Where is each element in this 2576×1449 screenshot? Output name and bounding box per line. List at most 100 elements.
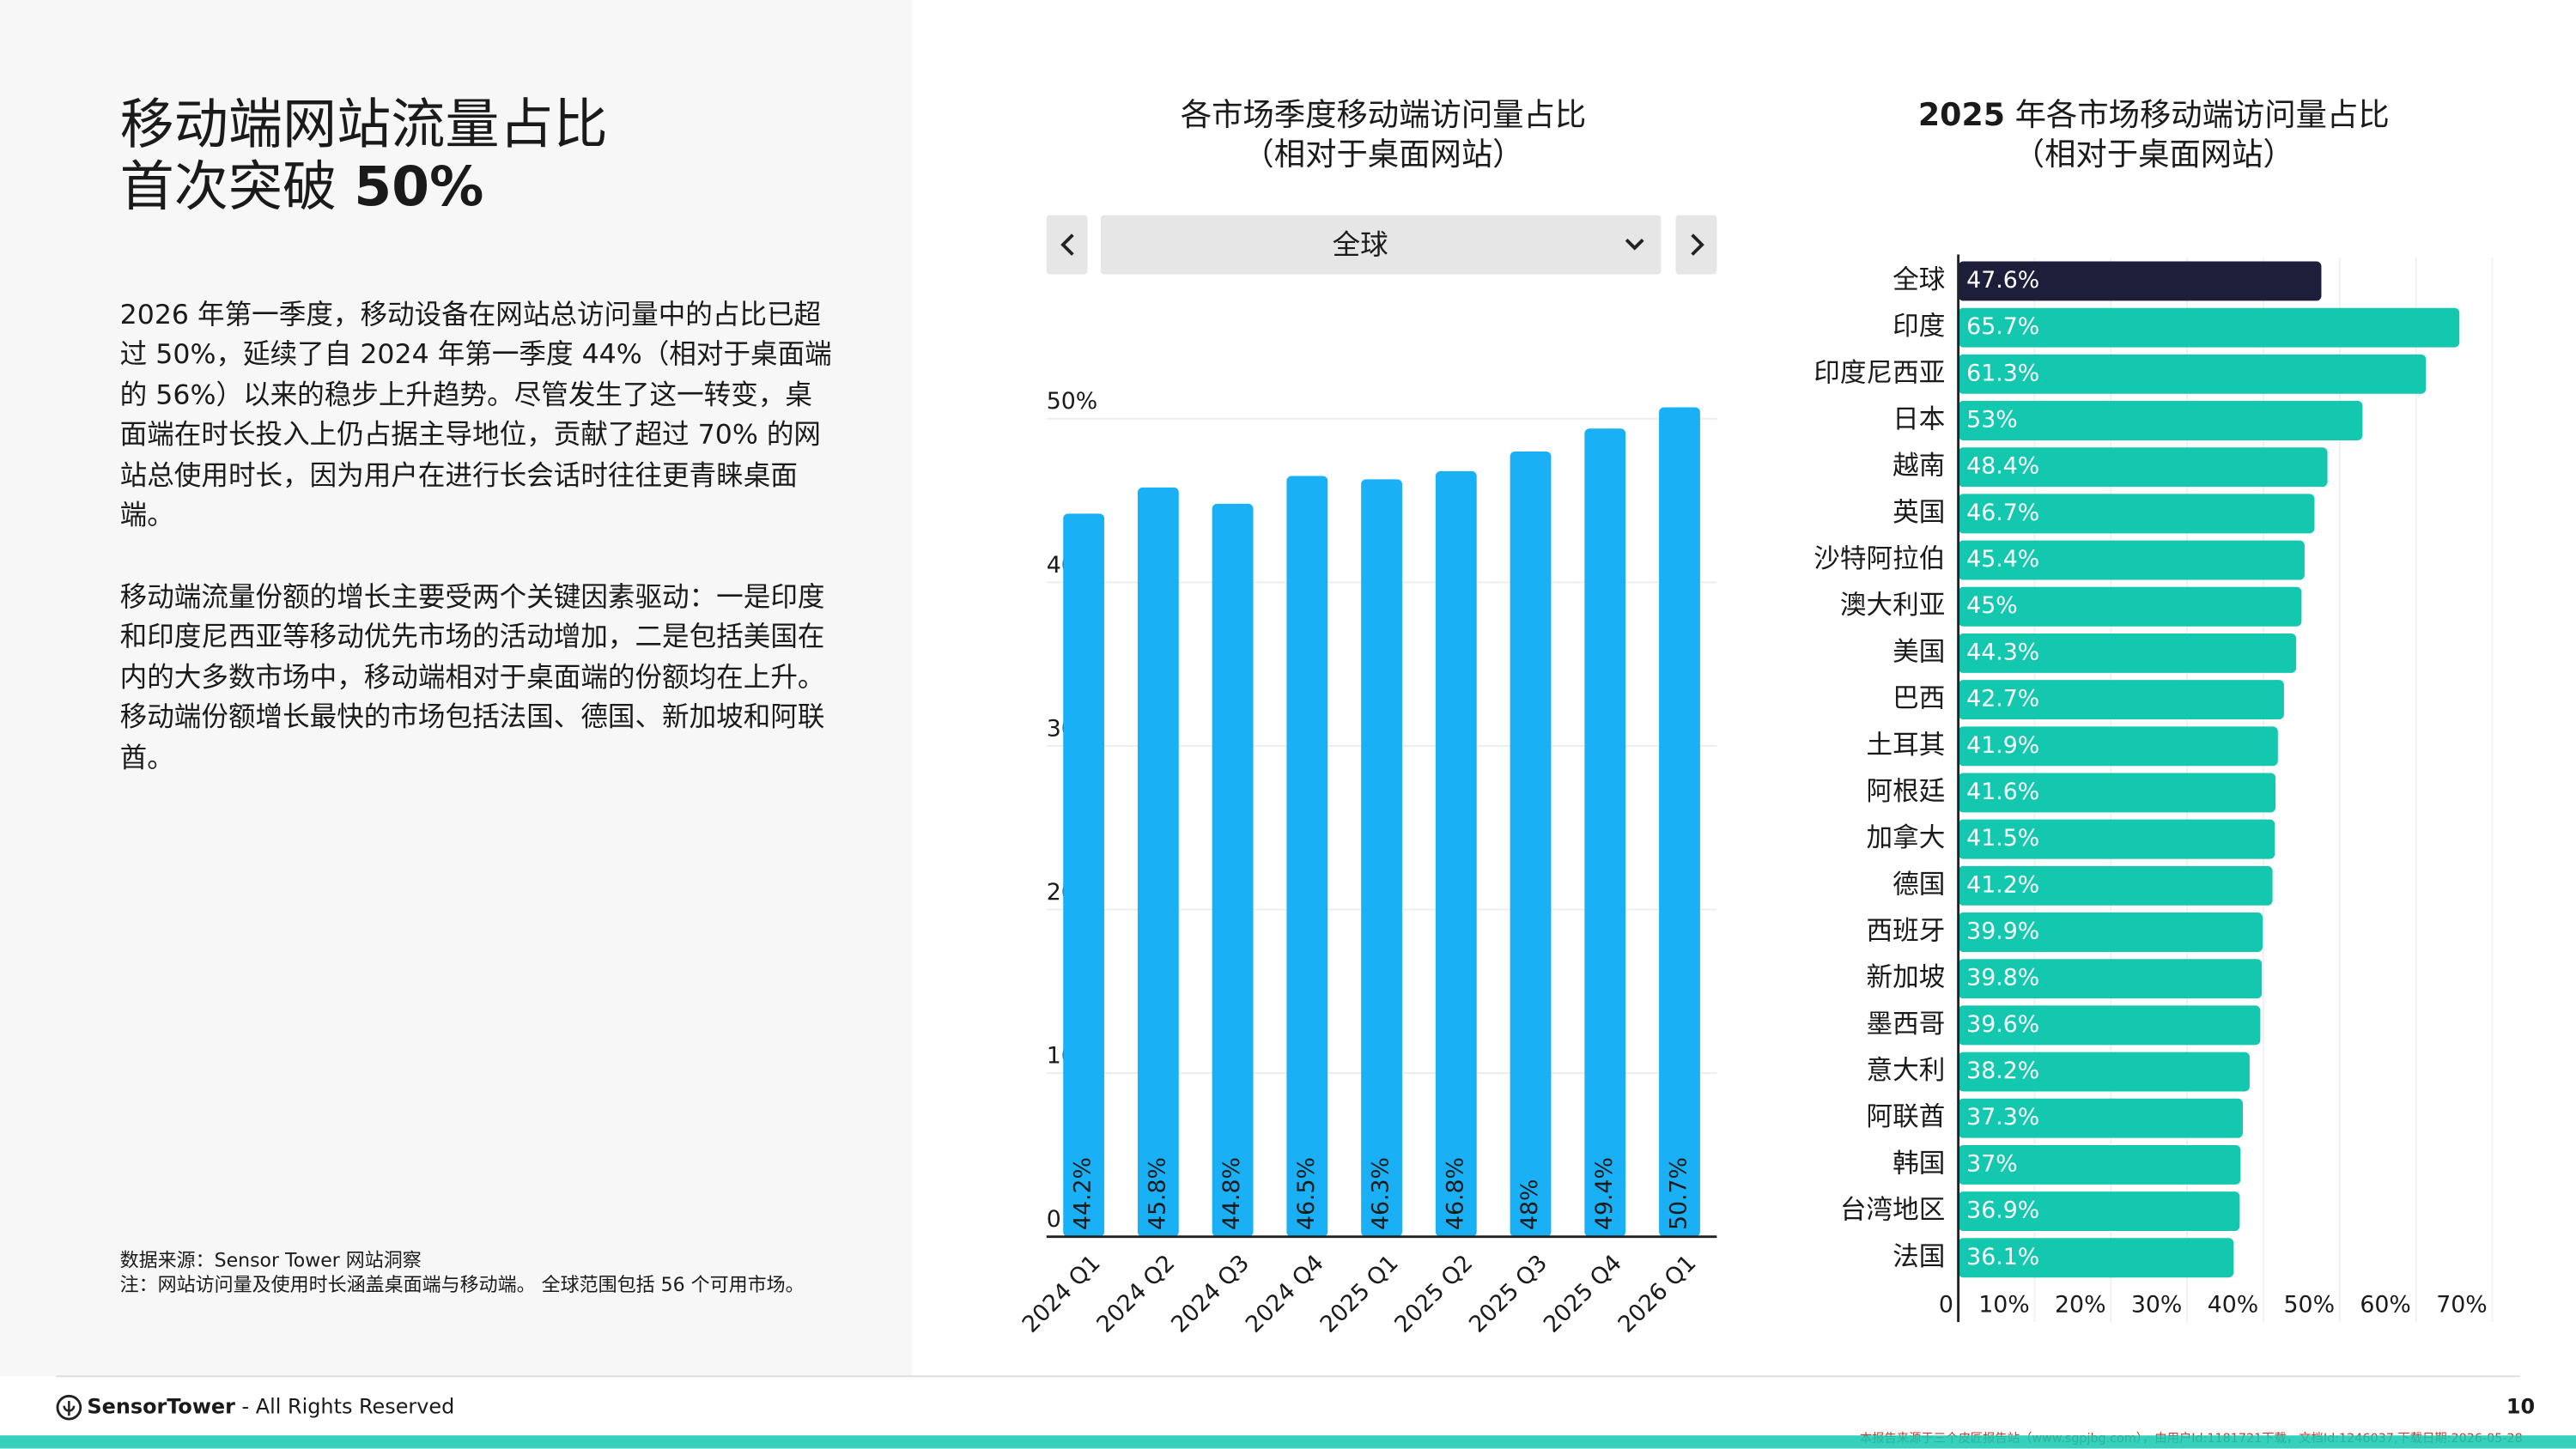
value-label: 45% [1966,592,2018,619]
bar [1510,451,1552,1237]
bar [1958,261,2322,301]
y-tick-label: 澳大利亚 [1840,591,1945,621]
next-icon [1691,233,1704,256]
value-label: 44.2% [1070,1157,1097,1230]
y-tick-label: 0 [1047,1206,1061,1233]
bar [1958,1191,2240,1232]
value-label: 48.4% [1966,453,2039,480]
footer-bar [0,1435,2576,1449]
rights: - All Rights Reserved [235,1395,454,1419]
value-label: 41.2% [1966,871,2039,898]
y-tick-label: 土耳其 [1866,731,1945,761]
y-tick-label: 西班牙 [1866,916,1945,946]
y-tick-label: 美国 [1893,637,1945,667]
value-label: 47.6% [1966,267,2039,294]
logo [56,1394,82,1421]
x-tick-label: 30% [2131,1292,2183,1319]
x-tick-label: 2024 Q1 [1018,1250,1106,1338]
bar [1958,1098,2243,1138]
bar [1958,447,2328,488]
paragraph: 移动端流量份额的增长主要受两个关键因素驱动：一是印度和印度尼西亚等移动优先市场的… [119,581,825,773]
value-label: 41.5% [1966,825,2039,852]
value-label: 36.1% [1966,1244,2039,1270]
bar [1958,773,2276,813]
chart-title-text: 年各市场移动端访问量占比 [2005,96,2390,133]
source-line: 数据来源：Sensor Tower 网站洞察 [120,1250,422,1271]
y-tick-label: 法国 [1893,1242,1945,1272]
title: 首次突破 50% [120,155,484,218]
value-label: 37% [1966,1150,2018,1177]
y-tick-label: 越南 [1893,452,1945,482]
bar [1958,354,2427,394]
value-label: 45.4% [1966,546,2039,573]
source-line: 注：网站访问量及使用时长涵盖桌面端与移动端。 全球范围包括 56 个可用市场。 [120,1275,805,1296]
bar [1958,959,2263,999]
x-tick-label: 2025 Q3 [1464,1250,1552,1338]
y-tick-label: 巴西 [1893,684,1945,714]
value-label: 37.3% [1966,1104,2039,1131]
paragraph: 2026 年第一季度，移动设备在网站总访问量中的占比已超过 50%，延续了自 2… [119,299,832,531]
bar [1958,1144,2241,1185]
bar [1137,487,1179,1237]
value-label: 49.4% [1591,1157,1618,1230]
next-button[interactable] [1675,215,1717,275]
title-text: 首次突破 [120,155,355,218]
y-tick-label: 日本 [1893,405,1945,435]
bar [1063,513,1105,1237]
bar [1958,912,2263,952]
y-tick-label: 新加坡 [1866,963,1945,993]
title-bold: 50% [354,155,483,218]
bar [1958,680,2284,720]
value-label: 50.7% [1665,1157,1692,1230]
value-label: 41.9% [1966,732,2039,759]
y-tick-label: 50% [1047,388,1097,415]
value-label: 42.7% [1966,686,2039,712]
market-dropdown[interactable] [1100,215,1662,275]
chart-subtitle: （相对于桌面网站） [2014,136,2294,173]
bar [1584,428,1626,1237]
value-label: 39.9% [1966,918,2039,944]
value-label: 53% [1966,407,2018,433]
dropdown-icon [1625,238,1644,251]
value-label: 61.3% [1966,360,2039,386]
x-tick-label: 2026 Q1 [1613,1250,1702,1338]
bar [1958,401,2363,440]
bar [1958,819,2275,859]
bar [1286,476,1328,1237]
y-tick-label: 墨西哥 [1866,1009,1945,1040]
footer-brand: SensorTower - All Rights Reserved [87,1395,454,1419]
bar [1958,586,2302,627]
y-tick-label: 台湾地区 [1840,1196,1945,1226]
y-tick-label: 韩国 [1893,1149,1945,1179]
dropdown-value: 全球 [1333,228,1388,261]
x-tick-label: 20% [2055,1292,2106,1319]
chart-subtitle: （相对于桌面网站） [1242,136,1523,173]
title: 移动端网站流量占比 [120,92,608,155]
y-tick-label: 加拿大 [1866,823,1945,853]
bar [1212,503,1254,1237]
bar [1361,479,1402,1237]
bar [1958,1005,2261,1046]
value-label: 41.6% [1966,779,2039,805]
x-tick-label: 2025 Q1 [1315,1250,1404,1338]
bar [1958,494,2315,534]
value-label: 38.2% [1966,1058,2039,1084]
y-tick-label: 意大利 [1866,1056,1945,1086]
value-label: 36.9% [1966,1197,2039,1224]
x-tick-label: 2024 Q2 [1091,1250,1180,1338]
value-label: 44.8% [1218,1157,1245,1230]
prev-button[interactable] [1046,215,1088,275]
x-tick-label: 10% [1978,1292,2030,1319]
y-tick-label: 沙特阿拉伯 [1814,544,1945,574]
x-tick-label: 40% [2208,1292,2259,1319]
y-tick-label: 阿根廷 [1866,777,1945,807]
bar [1659,407,1700,1237]
x-tick-label: 2025 Q4 [1539,1250,1627,1338]
y-tick-label: 全球 [1893,265,1945,295]
value-label: 46.3% [1368,1157,1394,1230]
y-tick-label: 印度 [1893,312,1945,342]
value-label: 46.5% [1293,1157,1320,1230]
